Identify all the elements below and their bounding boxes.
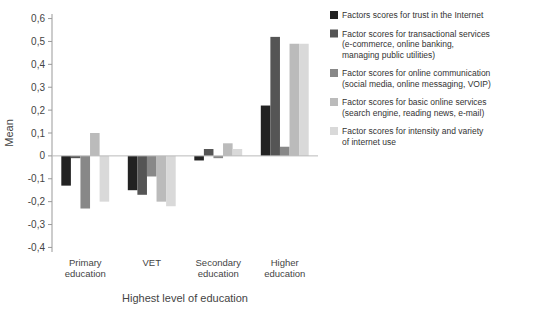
legend-label: Factor scores for transactional services…: [342, 29, 490, 60]
zero-line: [52, 155, 318, 156]
bar: [299, 44, 309, 156]
y-tick: [48, 87, 52, 88]
bar: [280, 147, 290, 156]
bar: [223, 143, 233, 156]
legend-swatch: [330, 69, 338, 77]
legend-label: Factor scores for basic online services(…: [342, 97, 487, 118]
bar: [137, 156, 147, 195]
legend-swatch: [330, 30, 338, 38]
y-tick: [48, 64, 52, 65]
text-line: Factor scores for transactional services: [342, 29, 490, 39]
bar: [147, 156, 157, 177]
bar: [90, 133, 100, 156]
legend: Factors scores for trust in the Internet…: [330, 10, 491, 147]
y-tick: [48, 155, 52, 156]
chart: -0,4 -0,3 -0,2 -0,1 0 0,1 0,2 0,3 0,4 0,5 0,6 Prima…: [0, 0, 536, 325]
bar: [194, 156, 204, 161]
y-tick-label: 0,5: [31, 36, 45, 47]
y-tick-label: 0: [39, 150, 45, 161]
y-tick-label: 0,6: [31, 13, 45, 24]
text-line: Factors scores for trust in the Internet: [342, 10, 484, 20]
y-tick: [48, 178, 52, 179]
y-tick-label: -0,3: [28, 219, 46, 230]
text-line: managing public utilities): [342, 50, 435, 60]
x-axis-label: Highest level of education: [122, 292, 248, 304]
text-line: education: [264, 268, 305, 279]
x-tick-label: Secondaryeducation: [196, 257, 242, 279]
text-line: VET: [143, 257, 162, 268]
legend-label: Factors scores for trust in the Internet: [342, 10, 484, 20]
y-tick-label: -0,4: [28, 242, 46, 253]
text-line: Factor scores for basic online services: [342, 97, 487, 107]
bar: [204, 149, 214, 156]
bar: [157, 156, 167, 202]
y-tick-label: 0,2: [31, 105, 45, 116]
y-tick: [48, 133, 52, 134]
y-tick-label: 0,3: [31, 82, 45, 93]
bar: [261, 106, 271, 156]
legend-label: Factor scores for online communication(s…: [342, 68, 491, 89]
bar: [128, 156, 138, 190]
text-line: (social media, online messaging, VOIP): [342, 79, 491, 89]
bar: [166, 156, 176, 206]
text-line: (search engine, reading news, e-mail): [342, 108, 484, 118]
text-line: education: [65, 268, 106, 279]
x-tick-label: Highereducation: [264, 257, 305, 279]
y-tick-label: 0,1: [31, 128, 45, 139]
text-line: (e-commerce, online banking,: [342, 39, 454, 49]
legend-swatch: [330, 98, 338, 106]
legend-swatch: [330, 127, 338, 135]
bars: [61, 37, 308, 209]
y-tick: [48, 41, 52, 42]
text-line: Higher: [271, 257, 299, 268]
text-line: of internet use: [342, 137, 396, 147]
y-tick: [48, 247, 52, 248]
bar: [80, 156, 90, 209]
bar: [233, 149, 243, 156]
y-tick-label: 0,4: [31, 59, 45, 70]
x-tick-label: Primaryeducation: [65, 257, 106, 279]
bar: [61, 156, 71, 186]
y-tick-label: -0,2: [28, 196, 46, 207]
text-line: Factor scores for intensity and variety: [342, 126, 484, 136]
text-line: Secondary: [196, 257, 242, 268]
legend-label: Factor scores for intensity and varietyo…: [342, 126, 484, 147]
y-tick-label: -0,1: [28, 173, 46, 184]
y-axis-label: Mean: [3, 119, 15, 147]
bar: [270, 37, 280, 156]
y-tick: [48, 224, 52, 225]
bar: [100, 156, 110, 202]
background: [0, 0, 536, 325]
x-tick-label: VET: [143, 257, 162, 268]
text-line: education: [198, 268, 239, 279]
bar: [290, 44, 300, 156]
legend-swatch: [330, 11, 338, 19]
y-tick: [48, 201, 52, 202]
text-line: Primary: [69, 257, 102, 268]
text-line: Factor scores for online communication: [342, 68, 491, 78]
y-tick: [48, 110, 52, 111]
y-tick: [48, 18, 52, 19]
